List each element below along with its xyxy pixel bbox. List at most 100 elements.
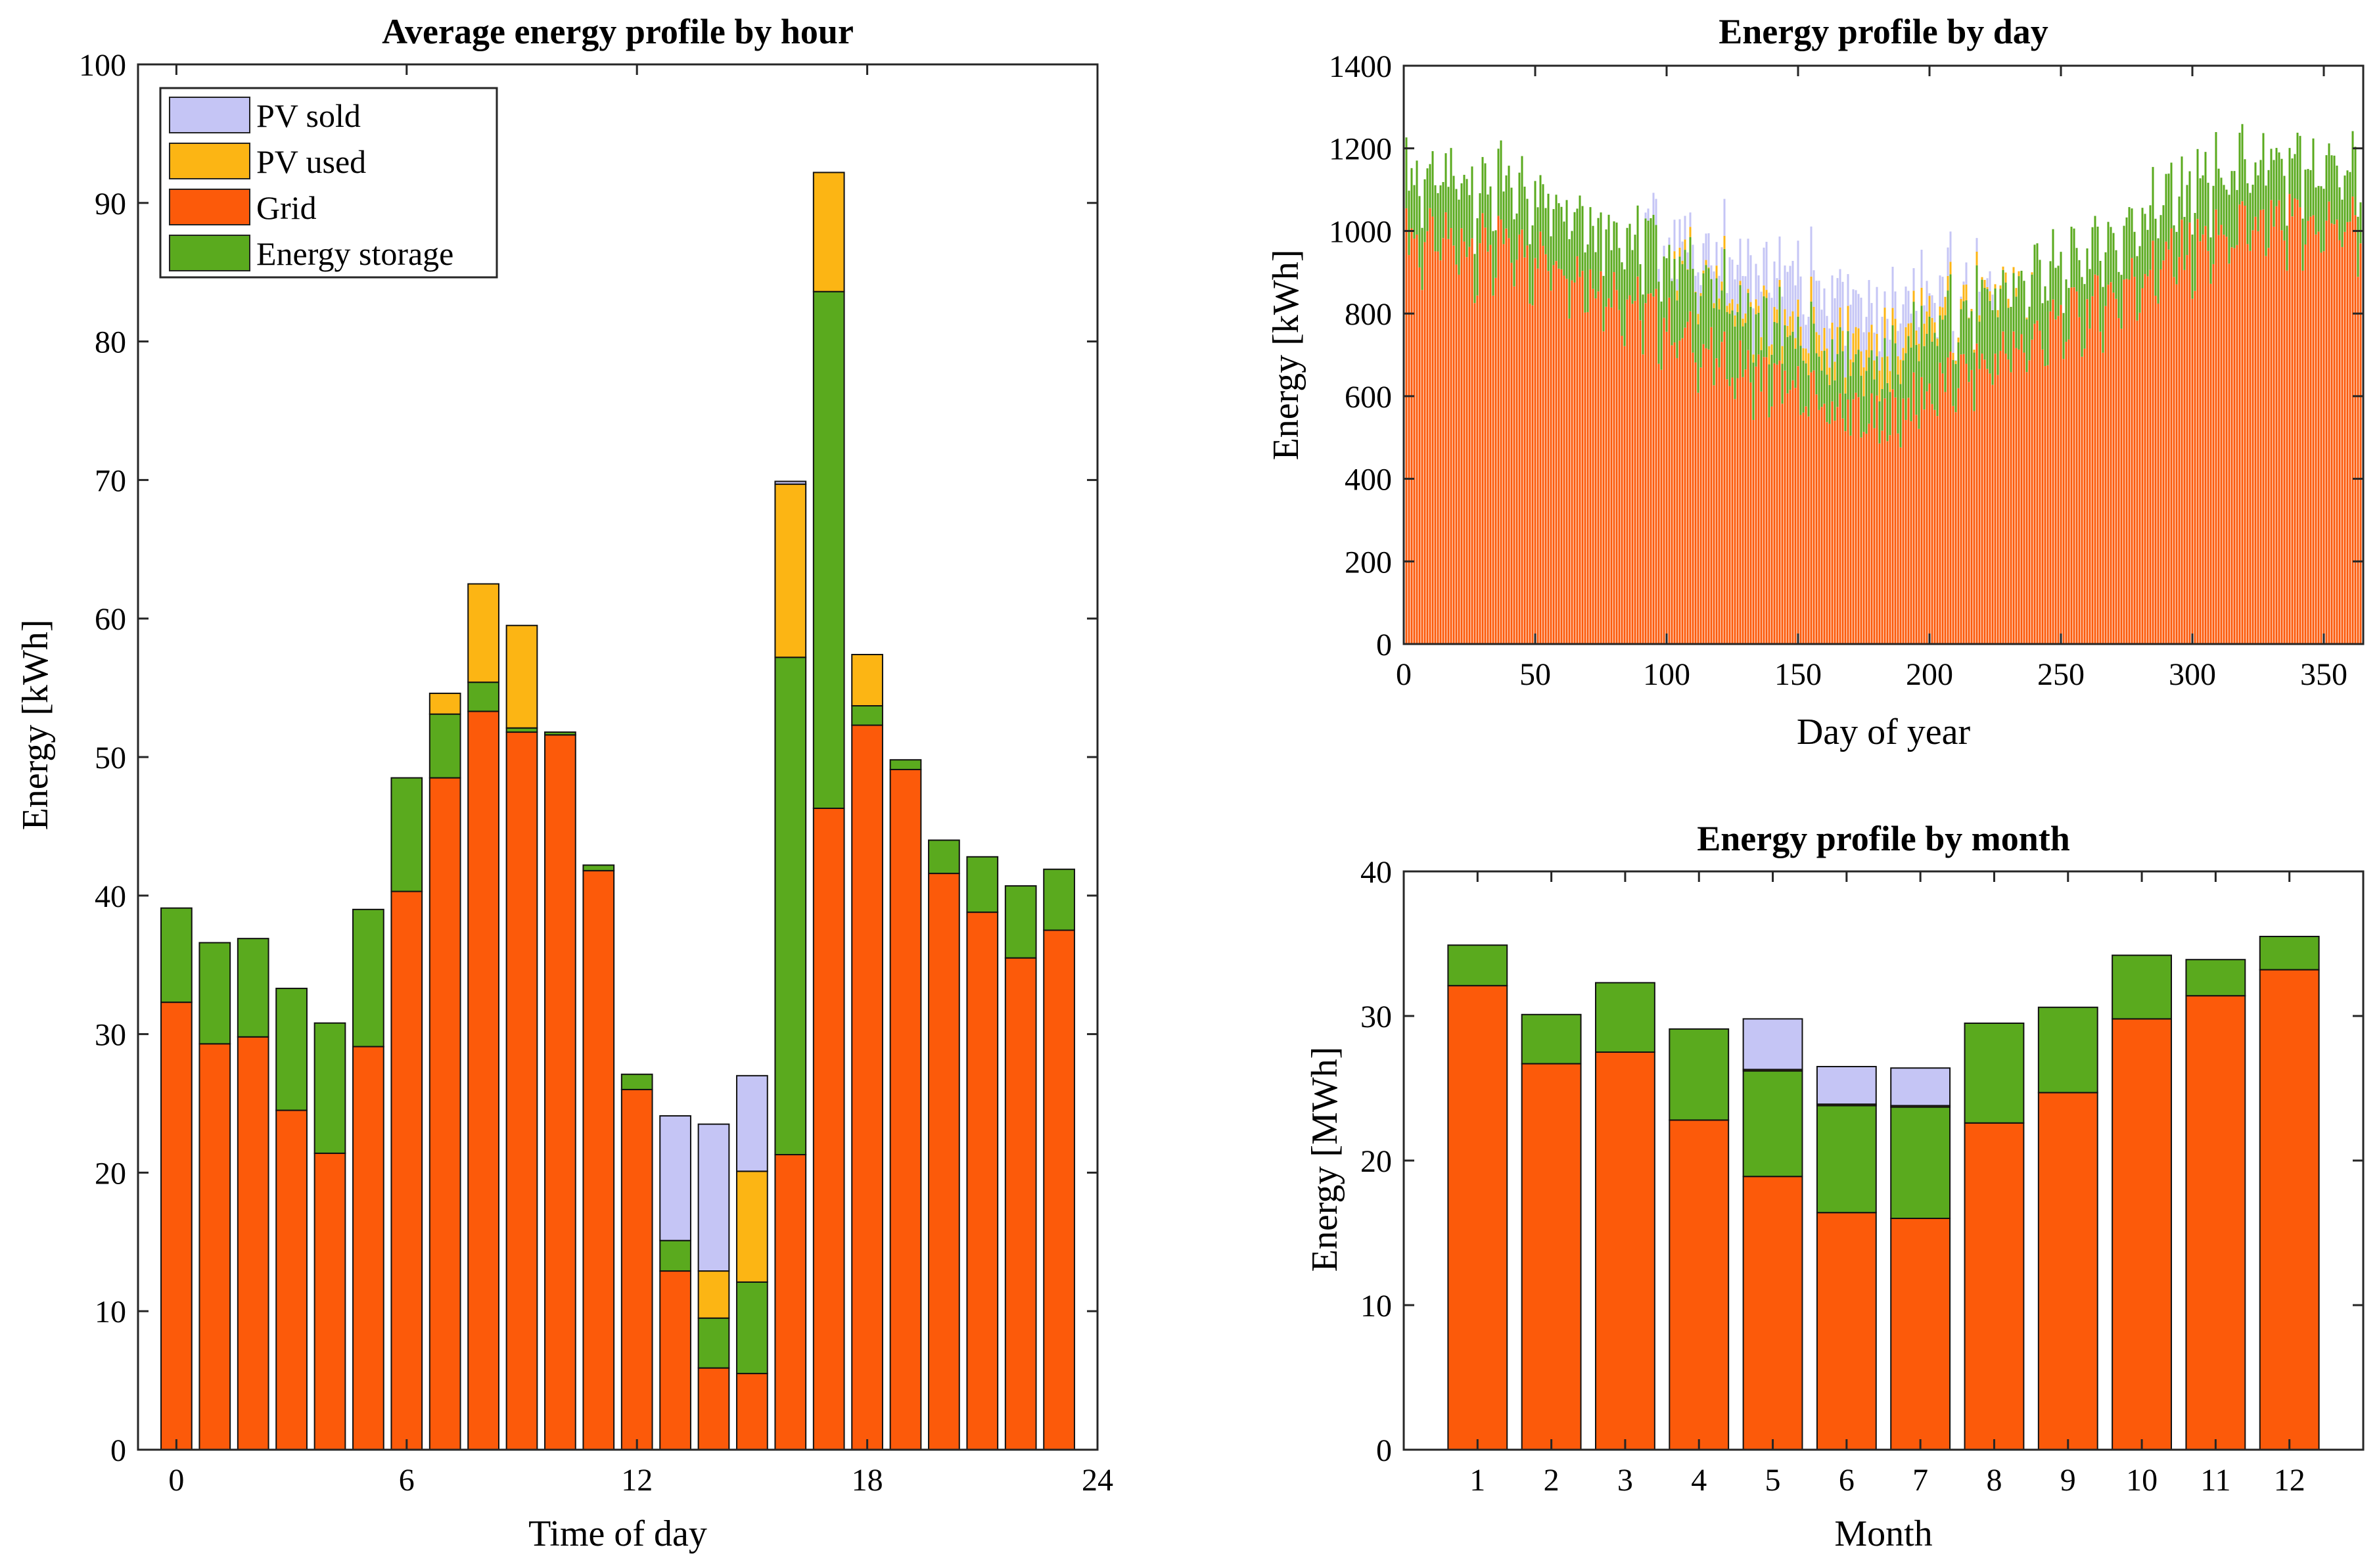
day-bar-storage — [2246, 183, 2249, 244]
day-bar-grid — [1965, 363, 1968, 644]
day-bar-storage — [1757, 312, 1760, 355]
day-bar-storage — [1668, 244, 1671, 298]
day-bar-pv-used — [1828, 367, 1831, 385]
day-bar-grid — [2086, 299, 2089, 644]
day-bar-pv-sold — [1941, 277, 1944, 308]
day-bar-grid — [1589, 269, 1592, 645]
day-bar-grid — [1600, 271, 1602, 644]
monthly-chart-title: Energy profile by month — [1697, 819, 2070, 858]
day-bar-pv-sold — [1668, 237, 1671, 245]
day-bar-grid — [1810, 372, 1813, 644]
day-bar-storage — [1907, 336, 1910, 398]
y-tick-label: 0 — [110, 1433, 126, 1468]
day-bar-pv-used — [1849, 359, 1852, 377]
day-bar-pv-sold — [1760, 291, 1763, 338]
day-bar-storage — [1479, 193, 1481, 244]
day-bar-grid — [1881, 430, 1883, 644]
day-bar-pv-sold — [1673, 219, 1676, 252]
day-bar-grid — [1655, 288, 1657, 644]
day-bar-grid — [1844, 431, 1847, 644]
bar-segment-grid — [1043, 929, 1075, 1450]
day-bar-grid — [2278, 200, 2280, 645]
day-bar-grid — [1936, 416, 1939, 644]
day-bar-grid — [1836, 407, 1839, 644]
day-bar-storage — [1763, 296, 1765, 357]
day-bar-pv-sold — [1831, 275, 1834, 323]
day-bar-grid — [1607, 298, 1610, 644]
day-bar-storage — [1826, 375, 1828, 423]
x-tick-label: 100 — [1643, 657, 1690, 692]
day-bar-storage — [1749, 306, 1752, 382]
day-bar-storage — [1718, 309, 1721, 367]
day-bar-grid — [2120, 329, 2123, 644]
day-bar-storage — [2296, 132, 2299, 200]
day-bar-grid — [1865, 433, 1868, 644]
day-bar-storage — [1681, 264, 1684, 338]
day-bar-pv-used — [1910, 323, 1912, 348]
day-bar-grid — [1818, 409, 1820, 644]
day-bar-pv-sold — [1928, 293, 1931, 296]
day-bar-grid — [1928, 383, 1931, 644]
day-bar-grid — [1413, 239, 1416, 644]
day-bar-grid — [1883, 398, 1886, 644]
day-bar-storage — [1494, 230, 1497, 278]
day-bar-storage — [1631, 250, 1634, 304]
day-bar-pv-used — [1713, 303, 1715, 308]
day-bar-grid — [1621, 335, 1623, 644]
day-bar-pv-sold — [1736, 264, 1739, 304]
day-bar-storage — [1694, 292, 1697, 363]
day-bar-storage — [2280, 158, 2283, 231]
day-bar-grid — [2322, 251, 2325, 644]
day-bar-grid — [1565, 279, 1568, 644]
day-bar-storage — [1952, 359, 1954, 406]
day-bar-pv-sold — [1697, 272, 1699, 314]
day-bar-storage — [1923, 346, 1926, 410]
day-bar-grid — [2025, 372, 2028, 644]
day-bar-grid — [2220, 225, 2223, 644]
day-bar-pv-sold — [1918, 327, 1920, 344]
day-bar-grid — [1492, 295, 1494, 645]
day-bar-pv-sold — [1826, 315, 1828, 349]
day-bar-storage — [1970, 311, 1973, 370]
day-bar-storage — [2110, 227, 2112, 283]
day-bar-pv-used — [1899, 359, 1902, 384]
day-bar-pv-used — [1689, 227, 1692, 237]
day-bar-storage — [2107, 221, 2110, 285]
day-bar-pv-sold — [1881, 317, 1883, 357]
day-bar-pv-sold — [1742, 275, 1744, 319]
day-bar-storage — [1471, 166, 1473, 239]
day-bar-storage — [1939, 315, 1941, 363]
day-bar-grid — [2325, 220, 2328, 644]
day-bar-storage — [1460, 183, 1463, 229]
day-bar-storage — [1523, 187, 1526, 258]
day-bar-pv-sold — [1781, 296, 1784, 346]
day-bar-storage — [1805, 363, 1807, 407]
day-bar-storage — [1602, 275, 1605, 332]
day-bar-storage — [1802, 360, 1805, 413]
bar-segment-storage — [659, 1239, 691, 1272]
day-bar-grid — [2244, 206, 2246, 645]
day-bar-pv-sold — [1912, 268, 1915, 291]
day-bar-storage — [1592, 225, 1594, 289]
bar-segment-storage — [352, 908, 384, 1048]
day-bar-grid — [2133, 277, 2136, 644]
day-bar-storage — [2010, 306, 2012, 373]
day-bar-grid — [1886, 441, 1889, 644]
day-bar-storage — [1910, 347, 1912, 422]
day-bar-storage — [2162, 205, 2165, 261]
day-bar-storage — [2207, 183, 2209, 251]
daily-y-axis-label: Energy [kWh] — [1266, 250, 1306, 461]
bar-segment-storage — [544, 731, 576, 736]
day-bar-pv-sold — [1936, 337, 1939, 339]
day-bar-pv-used — [1681, 260, 1684, 264]
day-bar-pv-sold — [1702, 243, 1705, 271]
legend-label-pv-used: PV used — [256, 143, 366, 180]
day-bar-storage — [1839, 327, 1841, 394]
day-bar-storage — [1473, 254, 1476, 304]
day-bar-storage — [2315, 187, 2317, 235]
monthly-bars — [1447, 936, 2320, 1451]
day-bar-pv-used — [1813, 306, 1815, 324]
day-bar-storage — [1555, 195, 1558, 262]
day-bar-pv-sold — [1849, 304, 1852, 360]
day-bar-storage — [1768, 364, 1770, 418]
